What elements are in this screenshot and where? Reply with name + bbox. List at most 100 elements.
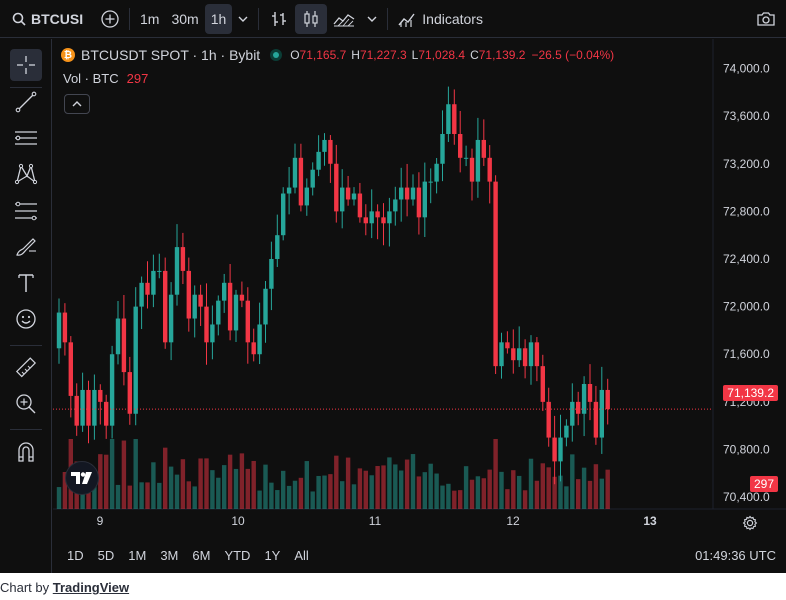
- tradingview-link[interactable]: TradingView: [52, 580, 130, 595]
- range-ytd[interactable]: YTD: [224, 547, 251, 563]
- bars-icon: [272, 11, 287, 26]
- range-1d[interactable]: 1D: [67, 547, 84, 563]
- candle-body: [316, 151, 321, 170]
- candle-body: [304, 187, 309, 206]
- bitcoin-icon: ₿: [61, 48, 75, 62]
- horizontal-lines-tool[interactable]: [10, 122, 42, 154]
- volume-bar: [210, 470, 215, 509]
- candles-icon: [304, 10, 318, 27]
- low-value: 71,028.4: [418, 48, 466, 62]
- range-1m[interactable]: 1M: [128, 547, 147, 563]
- candle-body: [109, 354, 115, 426]
- volume-bar: [269, 482, 274, 509]
- tradingview-logo[interactable]: [65, 461, 99, 495]
- settings-button[interactable]: [742, 515, 760, 533]
- interval-1h[interactable]: 1h: [204, 3, 233, 34]
- volume-bar: [104, 454, 109, 509]
- price-tick-label: 74,000.0: [723, 62, 770, 76]
- symbol-search[interactable]: BTCUSI: [0, 0, 95, 38]
- candle-body: [446, 104, 451, 134]
- candle-body: [292, 157, 298, 188]
- fib-levels-icon: [15, 201, 37, 221]
- indicators-button[interactable]: Indicators: [392, 0, 489, 38]
- chart-area[interactable]: 74,000.0 73,600.0 73,200.0 72,800.0 72,400.0…: [53, 39, 786, 573]
- bar-chart-type-button[interactable]: [263, 0, 295, 38]
- divider: [129, 7, 130, 30]
- time-tick-label: 13: [643, 514, 657, 528]
- volume-bar: [180, 459, 186, 509]
- volume-bar: [163, 447, 168, 509]
- interval-1m[interactable]: 1m: [140, 10, 160, 27]
- candle-body: [74, 395, 79, 426]
- indicators-icon: [398, 10, 416, 28]
- area-chart-type-button[interactable]: [327, 0, 361, 38]
- range-all[interactable]: All: [294, 547, 309, 563]
- high-value: 71,227.3: [359, 48, 407, 62]
- volume-label[interactable]: Vol · BTC: [63, 71, 119, 86]
- interval-30m[interactable]: 30m: [171, 10, 199, 27]
- screenshot-button[interactable]: [746, 0, 786, 38]
- candle-body: [581, 384, 587, 414]
- symbol-title[interactable]: BTCUSDT SPOT · 1h · Bybit: [81, 47, 261, 63]
- collapse-legend-button[interactable]: [64, 94, 90, 114]
- candle-body: [357, 193, 363, 218]
- zoom-in-tool[interactable]: [10, 388, 42, 420]
- emoji-tool[interactable]: [10, 303, 42, 335]
- candle-body: [475, 139, 481, 182]
- attribution-prefix: Chart by: [0, 580, 50, 595]
- range-6m[interactable]: 6M: [192, 547, 211, 563]
- trend-line-tool[interactable]: [10, 86, 42, 118]
- compare-symbol-button[interactable]: [95, 0, 125, 38]
- price-tick-label: 71,600.0: [723, 347, 770, 361]
- volume-bar: [304, 461, 309, 509]
- price-chart[interactable]: 74,000.0 73,600.0 73,200.0 72,800.0 72,400.0…: [53, 39, 786, 573]
- clock[interactable]: 01:49:36 UTC: [695, 547, 776, 563]
- search-icon: [12, 12, 26, 26]
- fib-retracement-tool[interactable]: [10, 195, 42, 227]
- volume-bar: [410, 454, 416, 509]
- close-value: 71,139.2: [478, 48, 526, 62]
- volume-value: 297: [126, 71, 149, 86]
- candle-body: [387, 211, 392, 224]
- measure-tool[interactable]: [10, 352, 42, 384]
- candle-body: [416, 187, 422, 218]
- volume-bar: [511, 470, 516, 509]
- volume-bar: [222, 465, 227, 509]
- candle-body: [334, 163, 339, 212]
- volume-bar: [239, 453, 245, 509]
- camera-icon: [757, 11, 775, 26]
- candle-body: [593, 401, 599, 438]
- candles-chart-type-button[interactable]: [295, 3, 328, 34]
- volume-bar: [340, 481, 345, 509]
- candle-body: [481, 139, 486, 158]
- horizontal-lines-icon: [15, 131, 37, 145]
- attribution: Chart by TradingView: [0, 580, 129, 595]
- volume-bar: [168, 466, 174, 509]
- volume-bar: [446, 483, 451, 509]
- candle-body: [517, 348, 522, 361]
- chevron-down-icon: [238, 16, 248, 22]
- chart-type-dropdown[interactable]: [361, 0, 383, 38]
- candle-body: [576, 401, 581, 414]
- volume-bar: [493, 439, 498, 509]
- candle-body: [163, 270, 168, 343]
- pattern-tool[interactable]: [10, 158, 42, 190]
- crosshair-tool[interactable]: [10, 49, 42, 81]
- tradingview-widget: BTCUSI 1m 30m 1h Indicators: [0, 0, 786, 573]
- volume-bar: [399, 470, 404, 509]
- candle-body: [192, 294, 197, 319]
- range-1y[interactable]: 1Y: [264, 547, 281, 563]
- drawing-toolbar: [0, 39, 52, 573]
- range-3m[interactable]: 3M: [160, 547, 179, 563]
- symbol-name: BTCUSI: [31, 10, 84, 27]
- candle-body: [227, 282, 233, 331]
- range-5d[interactable]: 5D: [97, 547, 115, 563]
- interval-dropdown[interactable]: [232, 0, 254, 38]
- candle-body: [56, 312, 62, 349]
- candle-body: [298, 157, 304, 206]
- brush-tool[interactable]: [10, 231, 42, 263]
- magnet-tool[interactable]: [10, 436, 42, 468]
- price-tick-label: 73,200.0: [723, 157, 770, 171]
- text-tool[interactable]: [10, 267, 42, 299]
- candle-body: [363, 217, 368, 224]
